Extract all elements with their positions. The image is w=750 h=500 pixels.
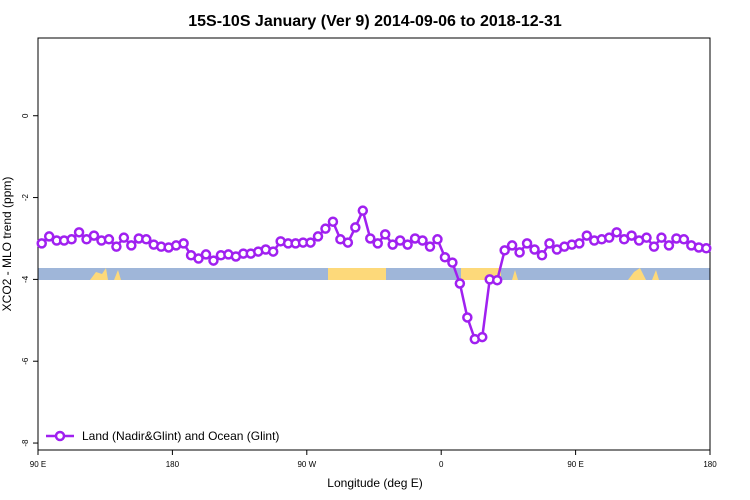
data-point [529, 244, 540, 255]
data-point [394, 235, 406, 246]
data-point [66, 234, 77, 245]
data-point [544, 238, 555, 249]
y-tick-label: -6 [21, 357, 30, 365]
data-point [581, 230, 593, 241]
x-tick-label: 0 [439, 460, 444, 469]
x-tick-label: 180 [703, 460, 717, 469]
data-point [193, 253, 204, 264]
data-point [439, 252, 451, 263]
data-point [611, 227, 622, 238]
data-point [424, 241, 436, 252]
data-point [514, 247, 525, 258]
data-point [320, 223, 331, 234]
x-tick-label: 180 [166, 460, 180, 469]
y-axis-label: XCO2 - MLO trend (ppm) [0, 177, 14, 312]
data-point [499, 245, 510, 256]
chart-title: 15S-10S January (Ver 9) 2014-09-06 to 20… [188, 13, 562, 30]
data-point [208, 255, 219, 266]
data-point [447, 257, 458, 268]
data-point [126, 240, 137, 251]
data-point [701, 243, 712, 254]
data-point [365, 233, 376, 244]
y-tick-label: -4 [21, 275, 30, 283]
x-tick-label: 90 W [297, 460, 316, 469]
data-point [43, 231, 55, 242]
data-point [103, 234, 115, 245]
data-point [267, 246, 279, 257]
data-point [372, 238, 383, 249]
surface-strip [38, 268, 710, 280]
y-tick-label: -8 [21, 439, 30, 447]
land-strip [328, 268, 386, 280]
y-tick-label: -2 [21, 193, 30, 201]
data-point [200, 249, 212, 260]
data-point [678, 234, 690, 245]
y-tick-label: 0 [21, 113, 30, 118]
data-point [327, 216, 339, 227]
data-point [521, 238, 533, 249]
data-point [379, 229, 391, 240]
data-point [111, 241, 122, 252]
data-point [432, 234, 443, 245]
data-point [417, 235, 428, 246]
data-point [357, 205, 369, 216]
legend-marker [54, 430, 66, 442]
data-point [312, 231, 324, 242]
legend-label: Land (Nadir&Glint) and Ocean (Glint) [82, 429, 279, 443]
data-point [477, 331, 488, 343]
data-point [88, 230, 100, 241]
data-point [462, 312, 473, 323]
land-strip [512, 270, 518, 280]
x-tick-label: 90 E [30, 460, 46, 469]
data-point [536, 250, 548, 261]
data-point [663, 240, 675, 251]
data-point [648, 241, 660, 252]
data-point [141, 234, 152, 245]
x-axis-label: Longitude (deg E) [327, 476, 422, 490]
data-point [574, 238, 585, 249]
data-point [491, 274, 503, 286]
data-point [178, 238, 189, 249]
data-point [118, 232, 130, 243]
land-strip [652, 270, 659, 280]
land-strip [114, 270, 121, 280]
data-point [73, 227, 85, 238]
x-tick-label: 90 E [567, 460, 583, 469]
data-point [402, 239, 413, 250]
data-point [603, 232, 615, 243]
data-point [626, 230, 637, 241]
land-strip [90, 268, 108, 280]
data-point [454, 278, 466, 289]
data-point [350, 222, 361, 233]
data-point [387, 239, 398, 250]
data-point [641, 232, 652, 243]
data-point [342, 237, 354, 248]
data-point [36, 238, 47, 249]
data-point [656, 232, 667, 243]
land-strip [628, 268, 646, 280]
data-point [305, 237, 316, 248]
data-point [506, 240, 518, 251]
